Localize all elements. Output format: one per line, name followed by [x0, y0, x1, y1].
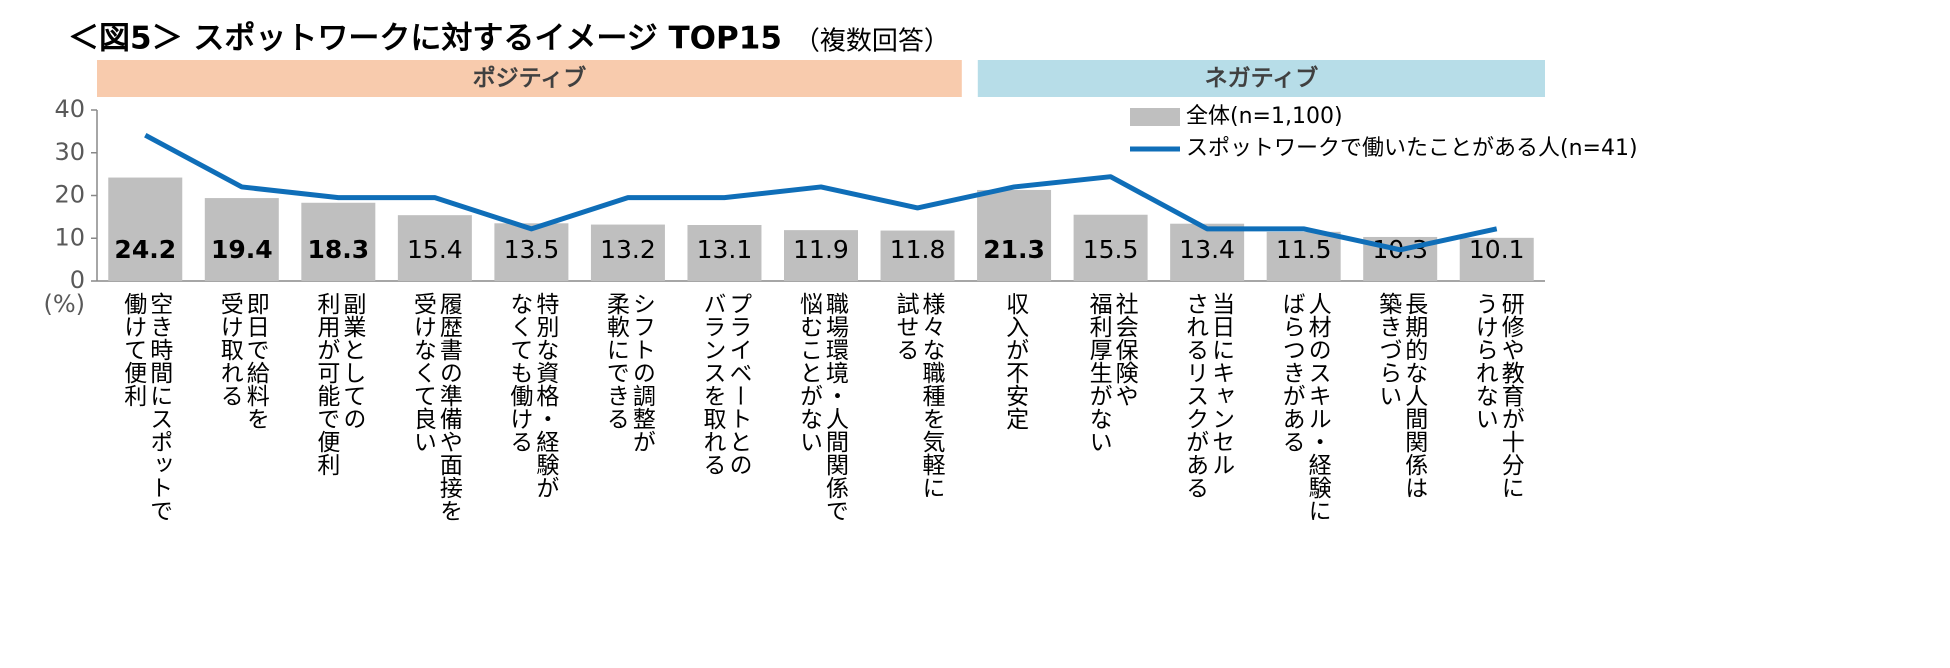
x-tick-label: 人材のスキル・経験に	[1304, 292, 1332, 522]
value-label: 13.5	[504, 235, 560, 264]
value-label: 11.5	[1276, 235, 1332, 264]
x-tick-label: 柔軟にできる	[602, 292, 630, 430]
value-label: 18.3	[307, 235, 369, 264]
bar	[590, 224, 665, 281]
chart-title: ＜図5＞ スポットワークに対するイメージ TOP15	[68, 21, 782, 57]
value-label: 11.8	[890, 235, 946, 264]
value-label: 10.1	[1469, 235, 1525, 264]
x-tick-label: プライベートとの	[725, 292, 752, 476]
y-tick-label: 0	[70, 266, 85, 294]
bar	[494, 223, 569, 281]
x-tick-label: バランスを取れる	[699, 292, 727, 476]
bar	[397, 215, 472, 281]
value-label: 11.9	[793, 235, 849, 264]
x-tick-label: 社会保険や	[1111, 292, 1139, 407]
x-tick-label: 築きづらい	[1375, 292, 1403, 407]
y-unit: (%)	[43, 290, 85, 318]
bar	[784, 230, 858, 281]
x-tick-label: 福利厚生がない	[1085, 292, 1113, 453]
bar	[880, 230, 955, 281]
bar	[1459, 237, 1534, 281]
bar	[1266, 231, 1341, 281]
x-tick-label: 利用が可能で便利	[313, 292, 341, 476]
x-tick-label: うけられない	[1471, 292, 1498, 430]
x-tick-label: 受けなくて良い	[409, 292, 436, 453]
bar	[1170, 223, 1245, 281]
value-label: 15.4	[407, 235, 463, 264]
x-tick-label: ばらつきがある	[1278, 292, 1305, 453]
x-tick-label: なくても働ける	[506, 292, 534, 453]
legend-label: スポットワークで働いたことがある人(n=41)	[1186, 136, 1638, 161]
x-tick-label: 特別な資格・経験が	[532, 292, 560, 499]
value-label: 19.4	[211, 235, 273, 264]
x-tick-label: 働けて便利	[120, 292, 148, 407]
value-label: 13.2	[600, 235, 656, 264]
value-label: 21.3	[983, 235, 1045, 264]
bar	[301, 202, 376, 281]
y-tick-label: 30	[54, 138, 85, 166]
x-tick-label: 研修や教育が十分に	[1497, 292, 1525, 499]
value-label: 13.1	[697, 235, 753, 264]
x-tick-label: 試せる	[892, 292, 919, 361]
value-label: 24.2	[114, 235, 176, 264]
x-tick-label: 長期的な人間関係は	[1401, 292, 1429, 499]
x-tick-label: 様々な職種を気軽に	[918, 292, 946, 499]
x-tick-label: 収入が不安定	[1002, 292, 1030, 430]
value-label: 15.5	[1083, 235, 1139, 264]
bar	[977, 189, 1052, 281]
y-tick-label: 40	[54, 95, 85, 123]
x-tick-label: 空き時間にスポットで	[146, 292, 173, 522]
x-tick-label: 悩むことがない	[796, 292, 824, 453]
x-tick-label: されるリスクがある	[1182, 292, 1209, 499]
legend-swatch	[1130, 108, 1180, 126]
group-band	[977, 60, 1545, 97]
y-tick-label: 10	[54, 223, 85, 251]
bar	[108, 177, 183, 281]
x-tick-label: シフトの調整が	[628, 292, 656, 453]
group-label: ネガティブ	[1205, 65, 1319, 92]
x-tick-label: 履歴書の準備や面接を	[435, 292, 463, 522]
bar	[1073, 214, 1148, 281]
x-tick-label: 職場環境・人間関係で	[822, 292, 850, 522]
y-tick-label: 20	[54, 181, 85, 209]
group-label: ポジティブ	[473, 65, 587, 92]
chart-subtitle: （複数回答）	[794, 27, 950, 57]
x-tick-label: 副業としての	[339, 292, 367, 430]
x-tick-label: 当日にキャンセル	[1208, 292, 1235, 476]
bar	[204, 198, 279, 281]
x-tick-label: 即日で給料を	[242, 292, 269, 430]
x-tick-label: 受け取れる	[216, 292, 244, 407]
group-band	[97, 60, 962, 97]
legend-label: 全体(n=1,100)	[1186, 104, 1343, 129]
line-series	[144, 133, 1498, 253]
value-label: 13.4	[1179, 235, 1235, 264]
bar	[687, 224, 762, 281]
